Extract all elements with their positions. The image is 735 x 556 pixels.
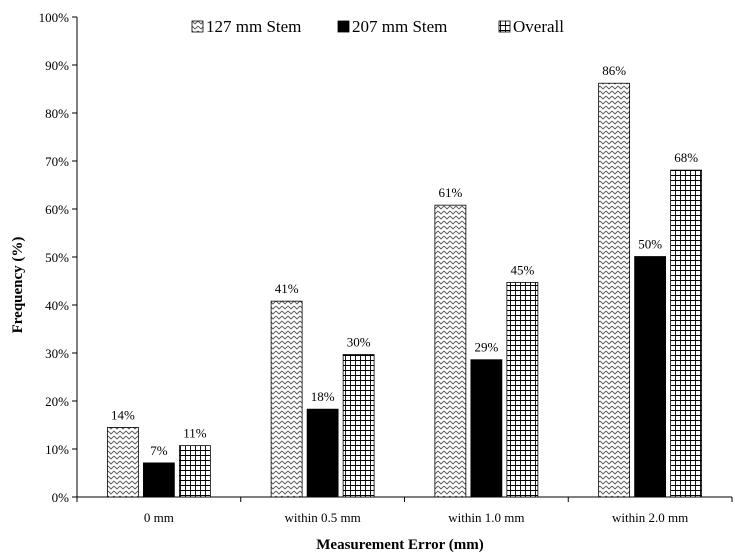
y-tick-label: 20% — [45, 394, 69, 409]
y-axis-title: Frequency (%) — [10, 237, 26, 334]
y-tick-label: 100% — [39, 10, 70, 25]
y-tick-label: 60% — [45, 202, 69, 217]
y-tick-label: 30% — [45, 346, 69, 361]
data-label: 7% — [150, 443, 168, 458]
bar — [634, 256, 667, 498]
x-tick-label: 0 mm — [144, 510, 174, 525]
data-label: 68% — [674, 150, 698, 165]
x-tick-label: within 0.5 mm — [285, 510, 361, 525]
y-tick-label: 80% — [45, 106, 69, 121]
legend: 127 mm Stem 207 mm Stem Overall — [191, 17, 564, 36]
bar — [178, 445, 211, 498]
y-tick-label: 70% — [45, 154, 69, 169]
data-label: 18% — [311, 389, 335, 404]
legend-swatch — [191, 20, 204, 33]
bar — [598, 82, 631, 498]
x-tick-label: within 1.0 mm — [448, 510, 524, 525]
bar — [306, 408, 339, 498]
data-label: 61% — [438, 185, 462, 200]
bars — [106, 82, 703, 498]
bar — [506, 282, 539, 498]
data-label: 30% — [347, 334, 371, 349]
y-tick-label: 50% — [45, 250, 69, 265]
data-label: 41% — [275, 281, 299, 296]
data-label: 45% — [510, 262, 534, 277]
y-tick-label: 10% — [45, 442, 69, 457]
bar — [142, 462, 175, 498]
legend-swatch — [498, 20, 511, 33]
data-label: 14% — [111, 407, 135, 422]
y-tick-label: 40% — [45, 298, 69, 313]
data-label: 11% — [183, 426, 207, 441]
bar — [470, 359, 503, 498]
legend-label: 207 mm Stem — [352, 17, 447, 36]
bar — [434, 204, 467, 498]
x-axis: 0 mm within 0.5 mm within 1.0 mm within 2.0… — [76, 496, 733, 525]
bar — [342, 354, 375, 498]
legend-label: 127 mm Stem — [206, 17, 301, 36]
legend-label: Overall — [513, 17, 564, 36]
bar — [670, 169, 703, 498]
y-tick-label: 90% — [45, 58, 69, 73]
x-axis-title: Measurement Error (mm) — [316, 537, 483, 553]
data-label: 29% — [474, 340, 498, 355]
legend-swatch — [337, 20, 350, 33]
data-label: 50% — [638, 237, 662, 252]
y-axis: 0% 10% 20% 30% 40% 50% 60% 70% 80% 90% 100% — [39, 10, 78, 505]
data-label: 86% — [602, 63, 626, 78]
data-labels: 14% 41% 61% 86% 7% 18% 29% 50% 11% 30% 45% 68% — [111, 63, 698, 458]
bar — [270, 300, 303, 498]
bar — [106, 426, 139, 498]
y-tick-label: 0% — [52, 490, 70, 505]
x-tick-label: within 2.0 mm — [612, 510, 688, 525]
